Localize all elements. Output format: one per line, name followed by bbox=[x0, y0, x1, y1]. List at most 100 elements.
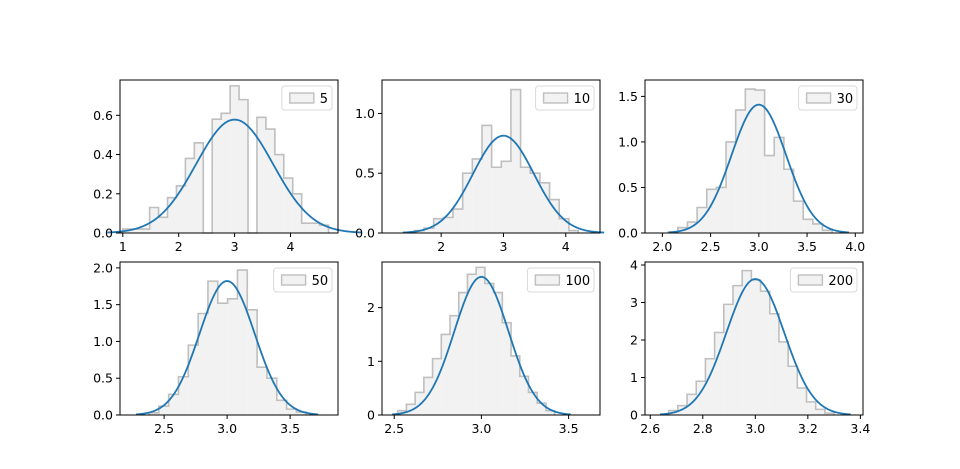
histogram-bar bbox=[458, 292, 468, 415]
histogram-bar bbox=[168, 394, 179, 415]
histogram-bar bbox=[237, 270, 248, 415]
legend-10: 10 bbox=[535, 85, 595, 111]
legend-label: 100 bbox=[565, 274, 590, 289]
y-tick-label: 2 bbox=[630, 333, 638, 348]
pdf-curve bbox=[402, 134, 605, 234]
y-tick-label: 0.2 bbox=[93, 186, 113, 201]
y-tick-label: 2.0 bbox=[93, 260, 113, 275]
y-tick-label: 1 bbox=[367, 354, 375, 369]
histogram-bar bbox=[491, 167, 502, 233]
histogram-bar bbox=[520, 167, 531, 233]
histogram-bar bbox=[140, 229, 150, 233]
histogram-bar bbox=[519, 376, 529, 415]
x-tick-label: 3.5 bbox=[280, 421, 300, 436]
histogram-bar bbox=[760, 291, 770, 415]
histogram-bar bbox=[292, 193, 302, 233]
legend-200: 200 bbox=[789, 267, 858, 293]
histogram-bar bbox=[286, 409, 297, 415]
x-tick-label: 4 bbox=[562, 239, 570, 254]
legend-swatch bbox=[289, 92, 315, 104]
histogram-bar bbox=[723, 304, 733, 415]
histogram-bar bbox=[424, 228, 434, 233]
y-tick-label: 1.5 bbox=[618, 89, 638, 104]
histogram-bar bbox=[788, 366, 798, 415]
histogram-bar bbox=[549, 199, 560, 233]
pdf-curve bbox=[659, 278, 851, 416]
y-tick-label: 0 bbox=[367, 408, 375, 423]
histogram-bar bbox=[283, 178, 293, 233]
histogram-bar bbox=[530, 173, 540, 233]
histogram-bar bbox=[774, 137, 784, 233]
x-tick-label: 3.0 bbox=[217, 421, 237, 436]
x-tick-label: 1 bbox=[119, 239, 127, 254]
histogram-bar bbox=[822, 230, 833, 233]
histogram-bar bbox=[714, 332, 724, 415]
histogram-bar bbox=[176, 185, 186, 233]
y-tick-label: 1.5 bbox=[93, 297, 113, 312]
y-tick-label: 0.5 bbox=[93, 371, 113, 386]
legend-box bbox=[526, 267, 595, 293]
histogram-bar bbox=[687, 394, 697, 415]
histogram-bar bbox=[266, 378, 277, 415]
axes-frame bbox=[381, 261, 601, 416]
histogram-outline bbox=[396, 266, 556, 415]
histogram-bar bbox=[443, 217, 454, 233]
histogram-outline bbox=[667, 88, 833, 233]
histogram-bar bbox=[276, 400, 287, 415]
histogram-bar bbox=[467, 274, 477, 415]
histogram-bar bbox=[188, 345, 199, 415]
x-tick-label: 3.4 bbox=[850, 421, 870, 436]
x-tick-label: 2.0 bbox=[652, 239, 672, 254]
y-tick-label: 1.0 bbox=[93, 334, 113, 349]
histogram-bar bbox=[726, 141, 736, 233]
x-tick-label: 3.5 bbox=[797, 239, 817, 254]
histogram-bar bbox=[537, 403, 546, 415]
x-tick-label: 3.0 bbox=[471, 421, 491, 436]
histogram-bar bbox=[415, 392, 424, 415]
histogram-bar bbox=[247, 309, 258, 415]
histogram-bar bbox=[221, 113, 231, 233]
y-tick-label: 0.0 bbox=[93, 226, 113, 241]
histogram-bar bbox=[778, 341, 789, 415]
histogram-bar bbox=[539, 182, 550, 233]
y-tick-label: 0.6 bbox=[93, 108, 113, 123]
histogram-bar bbox=[274, 154, 284, 233]
legend-swatch bbox=[805, 92, 832, 104]
y-tick-label: 0.4 bbox=[93, 147, 113, 162]
legend-label: 10 bbox=[574, 92, 591, 107]
pdf-curve bbox=[668, 103, 849, 234]
histogram-bar bbox=[742, 270, 752, 415]
histogram-bar bbox=[194, 142, 204, 233]
y-tick-label: 1.0 bbox=[355, 106, 375, 121]
histogram-bar bbox=[528, 392, 538, 415]
histogram-bar bbox=[158, 406, 169, 415]
axes-frame bbox=[644, 261, 864, 416]
y-tick-label: 0.0 bbox=[355, 226, 375, 241]
subplot-50: 2.5 3.0 3.5 0.0 0.5 1.0 1.5 2.0 50 bbox=[93, 260, 339, 436]
x-tick-label: 2.5 bbox=[384, 421, 404, 436]
x-tick-label: 2 bbox=[175, 239, 183, 254]
histogram-bar bbox=[239, 99, 249, 233]
x-tick-label: 4 bbox=[287, 239, 295, 254]
histogram-bar bbox=[735, 110, 746, 233]
histogram-bar bbox=[131, 229, 141, 233]
histogram-bar bbox=[310, 223, 320, 233]
subplot-100: 2.5 3.0 3.5 0 1 2 100 bbox=[367, 261, 601, 436]
histogram-bar bbox=[227, 298, 238, 415]
histogram-outline bbox=[667, 269, 835, 415]
x-tick-label: 2.6 bbox=[640, 421, 660, 436]
x-tick-label: 3.0 bbox=[749, 239, 769, 254]
histogram-bar bbox=[265, 129, 275, 233]
x-tick-label: 3 bbox=[231, 239, 239, 254]
pdf-curve bbox=[135, 280, 319, 416]
y-tick-label: 0 bbox=[630, 408, 638, 423]
y-tick-label: 0.0 bbox=[93, 408, 113, 423]
histogram-bar bbox=[501, 161, 511, 233]
histogram-bar bbox=[178, 376, 189, 415]
histogram-bar bbox=[797, 388, 807, 415]
y-tick-label: 1 bbox=[630, 370, 638, 385]
subplot-200: 2.6 2.8 3.0 3.2 3.4 0 1 2 3 4 200 bbox=[630, 258, 870, 437]
histogram-bar bbox=[754, 90, 765, 234]
histogram-bar bbox=[476, 267, 485, 415]
